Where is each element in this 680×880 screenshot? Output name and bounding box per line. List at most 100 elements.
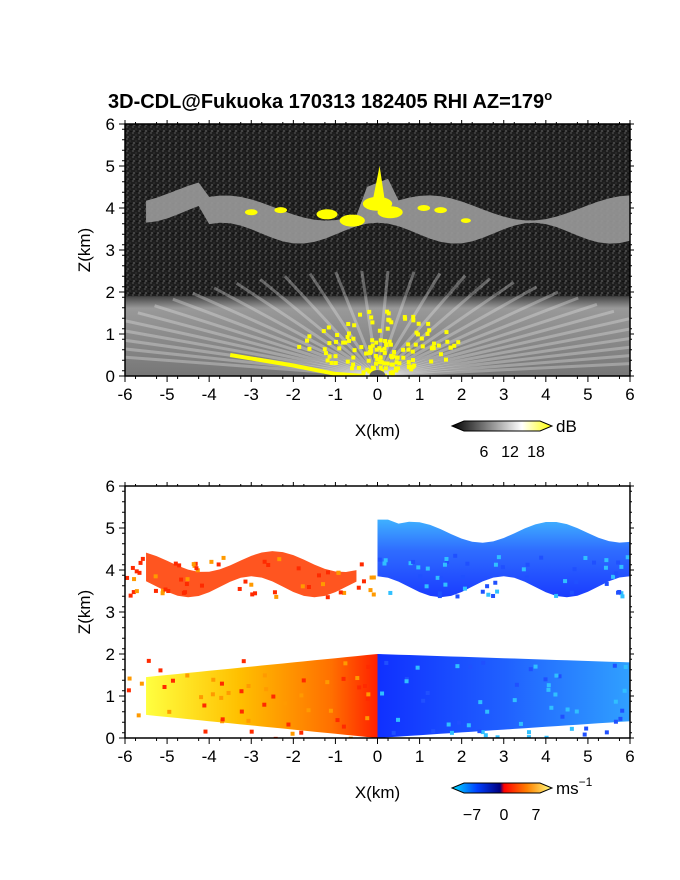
echo-pixel xyxy=(345,334,350,339)
echo-pixel xyxy=(382,346,387,351)
velocity-pixel xyxy=(299,693,304,698)
lidar-beam xyxy=(376,281,515,376)
echo-pixel xyxy=(351,362,356,367)
velocity-pixel xyxy=(388,590,393,595)
velocity-pixel xyxy=(384,660,389,665)
echo-pixel xyxy=(377,328,382,333)
velocity-pixel xyxy=(325,595,330,600)
velocity-ytick-label: 3 xyxy=(106,603,115,622)
velocity-pixel xyxy=(166,589,171,594)
echo-pixel xyxy=(369,369,374,374)
velocity-pixel xyxy=(619,591,624,596)
velocity-pixel xyxy=(560,714,565,719)
backscatter-xtick-label: -5 xyxy=(160,385,175,404)
central-spike xyxy=(371,166,386,208)
backscatter-colorbar: dB 6 12 18 xyxy=(450,417,577,461)
backscatter-cb-tick: 12 xyxy=(501,444,519,461)
velocity-pixel xyxy=(569,590,574,595)
velocity-pixel xyxy=(185,673,190,678)
velocity-pixel xyxy=(138,560,143,565)
velocity-pixel xyxy=(134,569,139,574)
velocity-pixel xyxy=(266,562,271,567)
echo-pixel xyxy=(401,347,406,352)
velocity-ytick-label: 5 xyxy=(106,519,115,538)
echo-pixel xyxy=(347,338,352,343)
lidar-beam xyxy=(376,277,491,376)
velocity-pixel xyxy=(592,560,597,565)
echo-pixel xyxy=(406,342,411,347)
lidar-beam xyxy=(377,309,615,376)
velocity-colorbar: ms−1 −7 0 7 xyxy=(450,775,593,824)
echo-pixel xyxy=(388,370,393,375)
velocity-pixel xyxy=(543,677,548,682)
echo-pixel xyxy=(385,326,390,331)
velocity-pixel xyxy=(306,708,311,713)
velocity-pixel xyxy=(137,570,142,575)
echo-pixel xyxy=(307,346,312,351)
backscatter-ytick-label: 0 xyxy=(106,367,115,386)
velocity-pixel xyxy=(565,707,570,712)
backscatter-image xyxy=(125,124,630,376)
velocity-pixel xyxy=(435,575,440,580)
echo-pixel xyxy=(385,309,390,314)
velocity-pixel xyxy=(421,698,426,703)
velocity-unit: ms−1 xyxy=(556,775,593,798)
lidar-beam xyxy=(235,282,379,376)
velocity-pixel xyxy=(546,687,551,692)
velocity-pixel xyxy=(495,735,500,738)
velocity-pixel xyxy=(486,592,491,597)
echo-pixel xyxy=(415,332,420,337)
echo-pixel xyxy=(436,343,441,348)
backscatter-xtick-label: 2 xyxy=(457,385,466,404)
lidar-beam xyxy=(308,272,379,376)
velocity-pixel xyxy=(614,571,619,576)
velocity-pixel xyxy=(185,577,190,582)
velocity-pixel xyxy=(300,584,305,589)
echo-pixel xyxy=(347,331,352,336)
velocity-pixel xyxy=(301,678,306,683)
velocity-pixel xyxy=(453,553,458,558)
echo-pixel xyxy=(297,344,302,349)
echo-pixel xyxy=(429,346,434,351)
velocity-pixel xyxy=(167,709,172,714)
velocity-pixel xyxy=(500,565,505,570)
backscatter-xtick-label: 0 xyxy=(373,385,382,404)
velocity-xtick-label: 1 xyxy=(415,747,424,766)
velocity-pixel xyxy=(584,726,589,731)
echo-pixel xyxy=(373,353,378,358)
velocity-cb-tick: 0 xyxy=(500,807,509,824)
velocity-pixel xyxy=(437,591,442,596)
velocity-pixel xyxy=(533,664,538,669)
velocity-pixel xyxy=(158,668,163,673)
velocity-pixel xyxy=(425,566,430,571)
velocity-pixel xyxy=(623,664,628,669)
velocity-pixel xyxy=(163,587,168,592)
echo-pixel xyxy=(369,315,374,320)
velocity-pixel xyxy=(480,730,485,735)
velocity-pixel xyxy=(613,699,618,704)
echo-pixel xyxy=(352,348,357,353)
velocity-xtick-label: -5 xyxy=(160,747,175,766)
velocity-pixel xyxy=(361,579,366,584)
velocity-pixel xyxy=(241,659,246,664)
backscatter-xtick-label: 4 xyxy=(541,385,550,404)
echo-pixel xyxy=(370,365,375,370)
lidar-beam xyxy=(213,286,379,376)
velocity-pixel xyxy=(526,730,531,735)
echo-pixel xyxy=(378,365,383,370)
velocity-pixel xyxy=(357,685,362,690)
velocity-ylabel: Z(km) xyxy=(75,590,94,634)
backscatter-xlabel: X(km) xyxy=(355,421,400,440)
echo-pixel xyxy=(384,343,389,348)
velocity-ytick-label: 6 xyxy=(106,477,115,496)
velocity-pixel xyxy=(611,574,616,579)
echo-pixel xyxy=(374,340,379,345)
velocity-pixel xyxy=(221,555,226,560)
velocity-pixel xyxy=(264,687,269,692)
velocity-pixel xyxy=(194,566,199,571)
velocity-pixel xyxy=(191,562,196,567)
echo-pixel xyxy=(379,348,384,353)
velocity-ytick-label: 1 xyxy=(106,687,115,706)
velocity-pixel xyxy=(306,585,311,590)
backscatter-xtick-label: -6 xyxy=(117,385,132,404)
